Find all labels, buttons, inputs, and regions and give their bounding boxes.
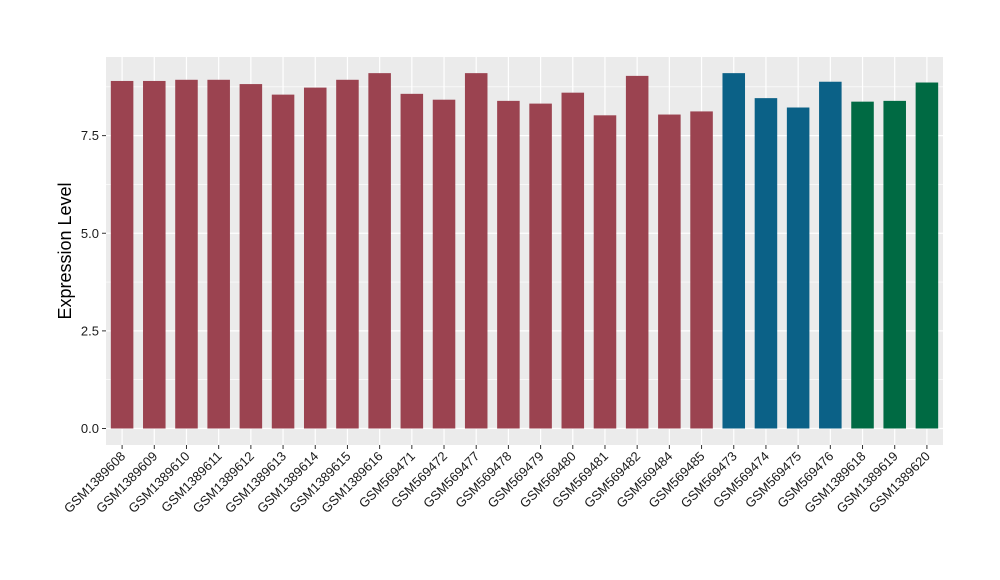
x-axis: GSM1389608GSM1389609GSM1389610GSM1389611… [61,445,933,516]
y-tick-label: 2.5 [81,323,99,338]
bar-GSM569474 [754,98,778,429]
bar-GSM1389612 [239,84,263,429]
bar-GSM1389610 [175,79,198,429]
bar-GSM569479 [529,103,552,429]
bar-GSM569482 [625,75,649,429]
bar-GSM569484 [658,114,681,429]
y-tick-label: 0.0 [81,421,99,436]
y-tick-label: 7.5 [81,128,99,143]
bar-GSM569476 [819,81,842,429]
bar-GSM569477 [464,73,488,429]
bar-GSM1389620 [915,82,939,429]
bar-GSM569478 [497,100,520,429]
plot-panel [106,57,943,445]
bar-GSM1389608 [110,80,134,429]
y-axis-title: Expression Level [55,182,75,319]
y-tick-label: 5.0 [81,226,99,241]
bar-GSM569481 [593,115,617,429]
bar-GSM569475 [786,107,810,429]
y-axis: 0.0 2.5 5.0 7.5 [81,128,106,436]
bar-GSM569472 [432,99,456,429]
bar-GSM569473 [722,73,746,429]
bar-GSM569471 [400,93,424,429]
bar-GSM569480 [561,92,585,429]
bar-GSM1389609 [143,80,166,429]
bars [110,73,939,429]
bar-GSM1389614 [303,87,327,429]
bar-GSM1389611 [207,79,230,429]
bar-GSM1389616 [368,73,391,429]
bar-GSM1389613 [271,94,295,429]
bar-GSM1389618 [851,101,874,429]
bar-GSM1389619 [883,100,906,429]
bar-GSM569485 [690,111,713,429]
bar-GSM1389615 [336,79,359,429]
